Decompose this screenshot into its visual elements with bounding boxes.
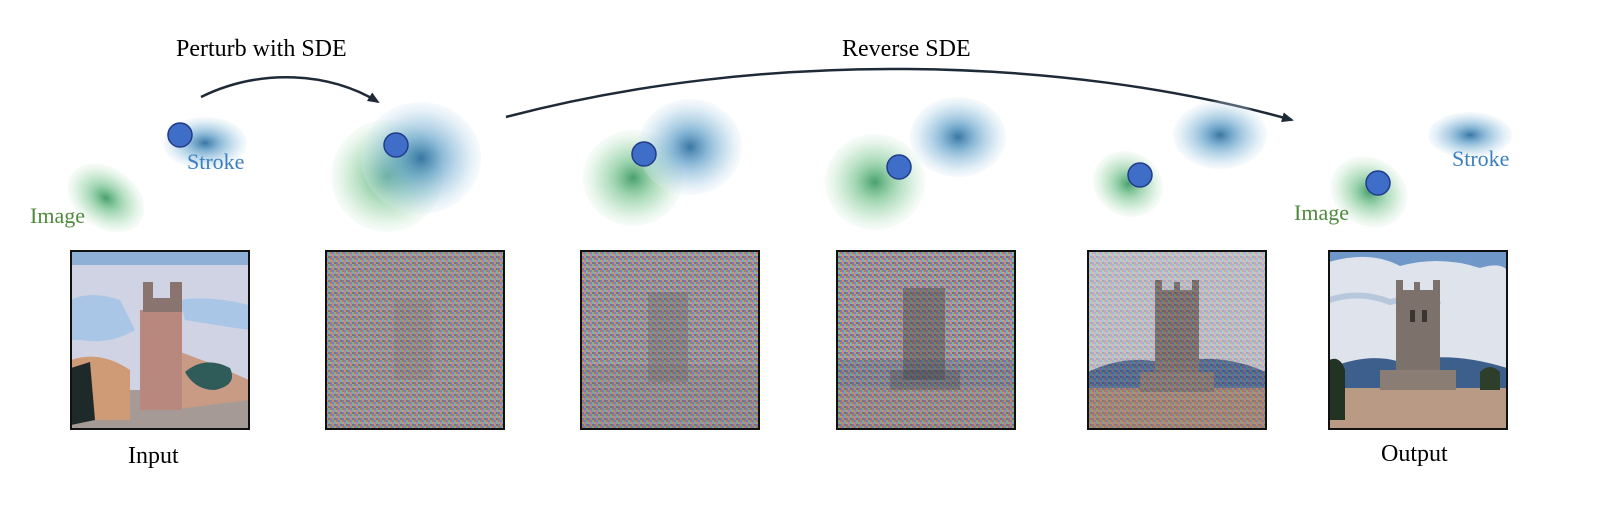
denoise-step-3-image — [1088, 251, 1266, 429]
sample-point — [167, 122, 193, 148]
sample-point — [886, 154, 912, 180]
stroke-distribution — [910, 97, 1006, 177]
output-caption: Output — [1381, 441, 1448, 467]
stroke-distribution — [1428, 112, 1512, 158]
reverse-arrow — [505, 67, 1294, 123]
distribution-output: Image Stroke — [1294, 112, 1512, 228]
stroke-label: Stroke — [187, 149, 244, 174]
input-image — [71, 251, 249, 429]
denoise-step-2-frame — [836, 250, 1016, 430]
sample-point — [383, 132, 409, 158]
stroke-distribution — [361, 102, 481, 214]
distribution-perturbed — [331, 102, 481, 232]
sample-point — [631, 141, 657, 167]
stroke-distribution — [638, 99, 742, 195]
distribution-step-3 — [1092, 101, 1267, 218]
image-distribution — [67, 163, 145, 233]
image-distribution — [1092, 150, 1164, 218]
output-frame — [1328, 250, 1508, 430]
input-caption: Input — [128, 443, 179, 469]
denoise-step-1-frame — [580, 250, 760, 430]
perturb-label: Perturb with SDE — [176, 36, 347, 62]
input-frame — [70, 250, 250, 430]
sample-point — [1127, 162, 1153, 188]
image-label: Image — [30, 203, 85, 228]
stroke-distribution — [1173, 101, 1267, 169]
denoise-step-3-frame — [1087, 250, 1267, 430]
perturbed-frame — [325, 250, 505, 430]
denoise-step-1-image — [581, 251, 759, 429]
image-label: Image — [1294, 200, 1349, 225]
output-image — [1329, 251, 1507, 429]
distribution-input: Image Stroke — [30, 117, 247, 233]
reverse-label: Reverse SDE — [842, 36, 971, 62]
perturbed-image — [326, 251, 504, 429]
perturb-arrow — [200, 76, 380, 104]
image-distribution — [825, 134, 925, 230]
sample-point — [1365, 170, 1391, 196]
stroke-label: Stroke — [1452, 146, 1509, 171]
distribution-step-2 — [825, 97, 1006, 230]
denoise-step-2-image — [837, 251, 1015, 429]
distribution-step-1 — [583, 99, 742, 226]
